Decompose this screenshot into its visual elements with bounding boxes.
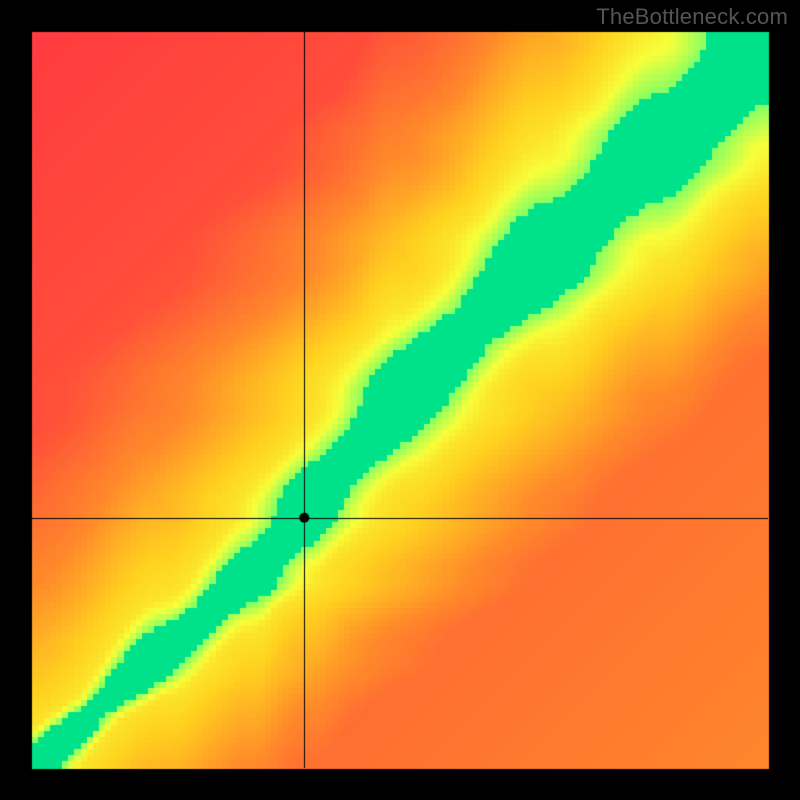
- watermark-text: TheBottleneck.com: [596, 4, 788, 30]
- heatmap-canvas: [0, 0, 800, 800]
- chart-container: TheBottleneck.com: [0, 0, 800, 800]
